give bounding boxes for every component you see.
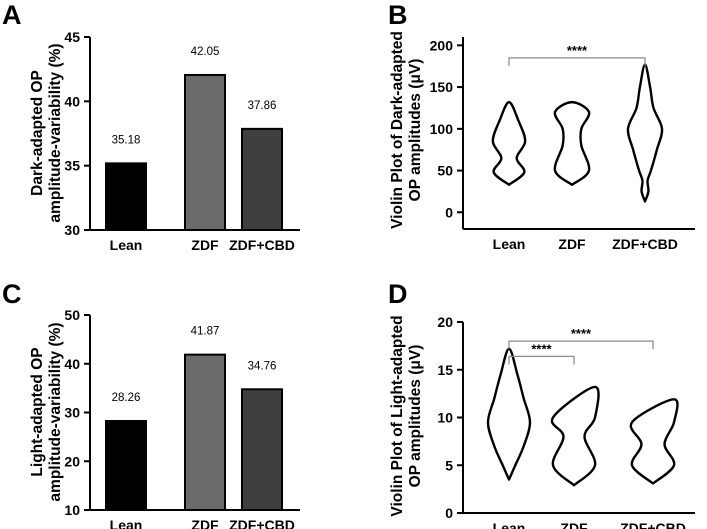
- y-axis-label-line-2: amplitude-variability (%): [47, 43, 64, 222]
- significance-label: ****: [531, 341, 552, 356]
- y-tick-label: 30: [64, 405, 80, 421]
- y-tick-label: 0: [445, 204, 453, 220]
- y-axis-label-line-1: Dark-adapted OP: [29, 70, 46, 196]
- y-axis-label-line-1: Violin Plot of Dark-adapted: [389, 31, 406, 229]
- significance-bracket: [508, 57, 646, 66]
- panel-letter-b: B: [388, 0, 408, 30]
- y-axis-label-line-2: OP amplitudes (μV): [407, 59, 424, 202]
- y-axis-label-line-1: Light-adapted OP: [29, 347, 46, 476]
- data-label: 28.26: [112, 392, 141, 404]
- bar: [105, 419, 147, 512]
- bar: [105, 162, 147, 231]
- y-tick-label: 20: [64, 453, 80, 469]
- y-ticks: 10 20 30 40 50: [64, 307, 90, 518]
- y-tick-label: 30: [64, 222, 80, 238]
- significance-brackets: ****: [508, 43, 646, 66]
- violin: [626, 63, 664, 203]
- panel-c: C Light-adapted OP amplitude-variability…: [2, 279, 300, 529]
- y-tick-label: 20: [437, 314, 453, 330]
- bar: [241, 388, 283, 512]
- y-tick-label: 50: [437, 163, 453, 179]
- x-tick-label: Lean: [110, 237, 143, 253]
- x-tick-label: ZDF+CBD: [229, 237, 295, 253]
- data-label: 42.05: [191, 46, 220, 58]
- data-label: 35.18: [112, 134, 141, 146]
- y-tick-label: 45: [64, 29, 80, 45]
- panel-letter-c: C: [2, 279, 22, 309]
- y-ticks: 0 50 100 150 200: [430, 37, 463, 220]
- y-tick-label: 0: [445, 505, 453, 521]
- x-tick-labels: Lean ZDF ZDF+CBD: [493, 520, 686, 529]
- bars: 28.26 41.87 34.76: [105, 326, 283, 512]
- data-label: 37.86: [248, 100, 277, 112]
- violin: [553, 100, 591, 186]
- y-ticks: 0 5 10 15 20: [437, 314, 463, 521]
- x-tick-label: ZDF: [560, 520, 588, 529]
- panel-a: A Dark-adapted OP amplitude-variability …: [2, 0, 300, 253]
- bar: [184, 353, 226, 512]
- y-tick-label: 100: [430, 121, 454, 137]
- x-tick-label: ZDF+CBD: [612, 236, 678, 252]
- panel-d: D Violin Plot of Light-adapted OP amplit…: [388, 279, 695, 529]
- data-label: 41.87: [191, 326, 220, 338]
- y-tick-label: 50: [64, 307, 80, 323]
- y-tick-label: 10: [64, 502, 80, 518]
- y-tick-label: 40: [64, 356, 80, 372]
- x-tick-labels: Lean ZDF ZDF+CBD: [110, 517, 295, 529]
- bar: [184, 73, 226, 231]
- y-tick-label: 35: [64, 158, 80, 174]
- y-tick-label: 150: [430, 79, 454, 95]
- x-tick-labels: Lean ZDF ZDF+CBD: [110, 237, 295, 253]
- significance-bracket: [508, 355, 575, 365]
- y-tick-label: 10: [437, 410, 453, 426]
- panel-b: B Violin Plot of Dark-adapted OP amplitu…: [388, 0, 695, 252]
- y-ticks: 30 35 40 45: [64, 29, 90, 238]
- y-tick-label: 15: [437, 362, 453, 378]
- x-tick-label: ZDF: [191, 517, 219, 529]
- x-tick-label: Lean: [110, 517, 143, 529]
- panel-letter-a: A: [2, 0, 22, 30]
- y-axis-label-line-1: Violin Plot of Light-adapted: [389, 315, 406, 516]
- bars: 35.18 42.05 37.86: [105, 46, 283, 231]
- x-tick-label: Lean: [493, 520, 526, 529]
- significance-bracket: [508, 340, 654, 350]
- panel-letter-d: D: [388, 279, 408, 309]
- x-tick-label: ZDF: [558, 236, 586, 252]
- y-tick-label: 40: [64, 93, 80, 109]
- violin: [491, 100, 527, 186]
- y-axis-label-line-2: OP amplitudes (μV): [407, 345, 424, 488]
- x-tick-label: ZDF+CBD: [229, 517, 295, 529]
- bar: [241, 127, 283, 231]
- data-label: 34.76: [248, 360, 277, 372]
- significance-label: ****: [571, 326, 592, 341]
- y-tick-label: 5: [445, 457, 453, 473]
- violin: [550, 385, 600, 487]
- y-tick-label: 200: [430, 37, 454, 53]
- violins: [491, 63, 664, 203]
- x-tick-labels: Lean ZDF ZDF+CBD: [493, 236, 678, 252]
- significance-label: ****: [567, 43, 588, 58]
- violins: [486, 347, 679, 487]
- x-tick-label: ZDF: [191, 237, 219, 253]
- violin: [486, 347, 532, 481]
- violin: [629, 398, 679, 485]
- significance-brackets: **** ****: [508, 326, 654, 365]
- x-tick-label: Lean: [493, 236, 526, 252]
- x-tick-label: ZDF+CBD: [620, 520, 686, 529]
- y-axis-label-line-2: amplitude-variability (%): [47, 322, 64, 501]
